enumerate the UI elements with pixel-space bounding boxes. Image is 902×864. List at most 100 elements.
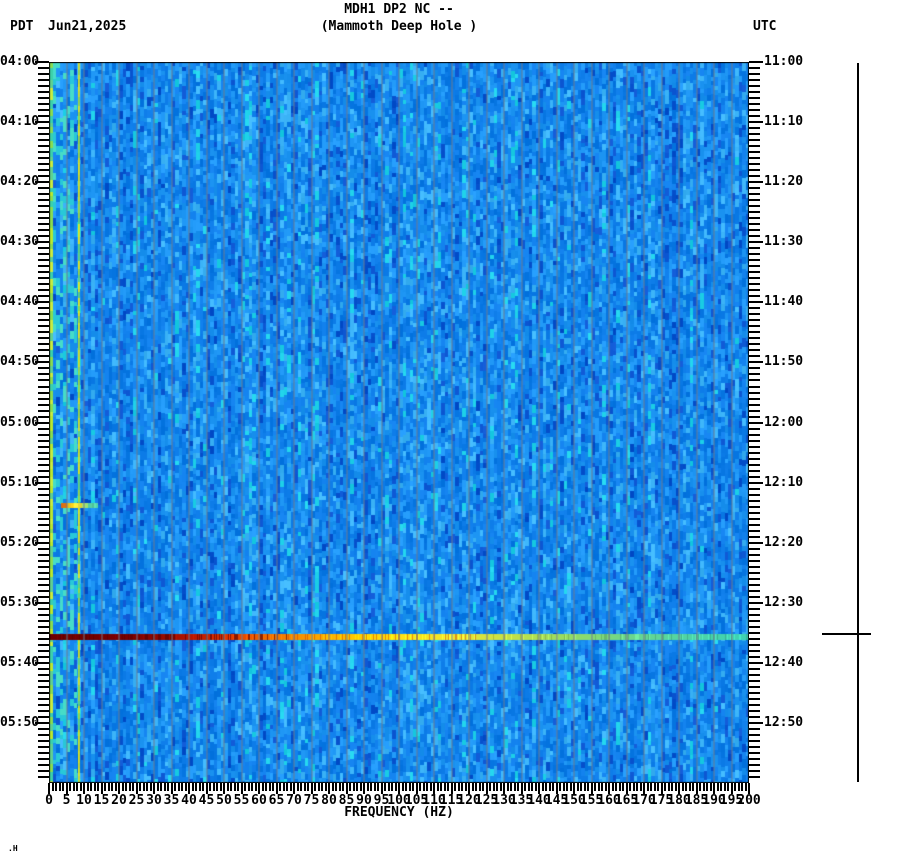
freq-label: 190 [702, 793, 726, 808]
freq-major-tick [625, 783, 628, 794]
freq-major-tick [240, 783, 243, 794]
time-minor-tick-left [38, 133, 49, 136]
freq-minor-tick [492, 783, 495, 791]
time-minor-tick-left [38, 559, 49, 562]
freq-major-tick [713, 783, 715, 794]
time-major-tick-right [749, 361, 763, 364]
freq-major-tick [503, 783, 505, 794]
freq-major-tick [678, 783, 680, 794]
freq-minor-tick [303, 783, 306, 791]
time-minor-tick-left [38, 487, 49, 490]
freq-label: 120 [457, 793, 481, 808]
time-minor-tick-left [38, 457, 49, 460]
time-minor-tick-left [38, 379, 49, 382]
time-minor-tick-left [38, 727, 49, 730]
time-minor-tick-left [38, 469, 49, 472]
time-minor-tick-right [749, 589, 760, 592]
freq-minor-tick [331, 783, 334, 791]
freq-minor-tick [219, 783, 222, 791]
time-minor-tick-left [38, 631, 49, 634]
time-minor-tick-right [749, 295, 760, 298]
time-minor-tick-left [38, 73, 49, 75]
freq-minor-tick [534, 783, 537, 791]
time-minor-tick-right [749, 764, 760, 766]
freq-minor-tick [478, 783, 481, 791]
freq-minor-tick [716, 783, 719, 791]
time-minor-tick-right [749, 151, 760, 154]
time-minor-tick-left [38, 325, 49, 328]
time-minor-tick-right [749, 343, 760, 346]
time-minor-tick-right [749, 758, 760, 760]
time-major-tick-left [35, 421, 49, 424]
freq-minor-tick [216, 783, 218, 791]
time-minor-tick-right [749, 487, 760, 490]
time-minor-tick-right [749, 673, 760, 676]
time-label-utc: 12:50 [764, 714, 804, 730]
freq-minor-tick [541, 783, 544, 791]
freq-minor-tick [86, 783, 89, 791]
freq-minor-tick [114, 783, 117, 791]
time-minor-tick-left [38, 439, 49, 442]
x-axis-title: FREQUENCY (HZ) [344, 805, 454, 820]
time-minor-tick-left [38, 595, 49, 598]
freq-minor-tick [286, 783, 288, 791]
freq-minor-tick [314, 783, 316, 791]
time-major-tick-left [35, 361, 49, 364]
freq-label: 115 [439, 793, 464, 808]
freq-minor-tick [436, 783, 439, 791]
freq-minor-tick [419, 783, 421, 791]
freq-minor-tick [282, 783, 285, 791]
freq-minor-tick [289, 783, 292, 791]
freq-minor-tick [636, 783, 638, 791]
time-minor-tick-left [38, 571, 49, 574]
time-major-tick-left [35, 601, 49, 604]
freq-minor-tick [128, 783, 131, 791]
time-label-utc: 12:40 [764, 654, 804, 670]
timezone-left-label: PDT [10, 19, 34, 34]
freq-label: 195 [719, 793, 744, 808]
freq-minor-tick [321, 783, 323, 791]
time-minor-tick-right [749, 770, 760, 772]
freq-major-tick [135, 783, 138, 794]
time-minor-tick-right [749, 247, 760, 250]
freq-label: 165 [614, 793, 639, 808]
time-label-utc: 11:30 [764, 234, 804, 250]
freq-label: 170 [632, 793, 656, 808]
time-minor-tick-left [38, 643, 49, 646]
time-minor-tick-right [749, 631, 760, 634]
time-label-pdt: 05:00 [0, 414, 40, 430]
freq-minor-tick [408, 783, 411, 791]
freq-minor-tick [160, 783, 162, 791]
time-major-tick-left [35, 241, 49, 244]
time-minor-tick-left [38, 565, 49, 568]
time-minor-tick-right [749, 115, 760, 118]
freq-minor-tick [674, 783, 677, 791]
time-minor-tick-left [38, 151, 49, 154]
freq-minor-tick [195, 783, 197, 791]
freq-minor-tick [272, 783, 274, 791]
time-major-tick-left [35, 181, 49, 184]
time-label-pdt: 04:20 [0, 174, 40, 190]
freq-major-tick [485, 783, 488, 794]
time-minor-tick-right [749, 433, 760, 436]
freq-minor-tick [426, 783, 428, 791]
freq-label: 45 [198, 793, 215, 808]
time-minor-tick-right [749, 331, 760, 334]
time-major-tick-right [749, 721, 763, 724]
time-label-utc: 12:10 [764, 474, 804, 490]
freq-minor-tick [230, 783, 232, 791]
freq-minor-tick [324, 783, 327, 791]
time-minor-tick-right [749, 559, 760, 562]
freq-major-tick [555, 783, 558, 794]
freq-minor-tick [531, 783, 533, 791]
freq-label: 30 [146, 793, 162, 808]
freq-minor-tick [132, 783, 134, 791]
time-label-utc: 11:20 [764, 174, 804, 190]
time-minor-tick-left [38, 295, 49, 298]
freq-minor-tick [440, 783, 442, 791]
time-minor-tick-left [38, 253, 49, 256]
freq-minor-tick [545, 783, 547, 791]
time-minor-tick-right [749, 211, 760, 214]
time-minor-tick-right [749, 565, 760, 568]
time-minor-tick-left [38, 673, 49, 676]
